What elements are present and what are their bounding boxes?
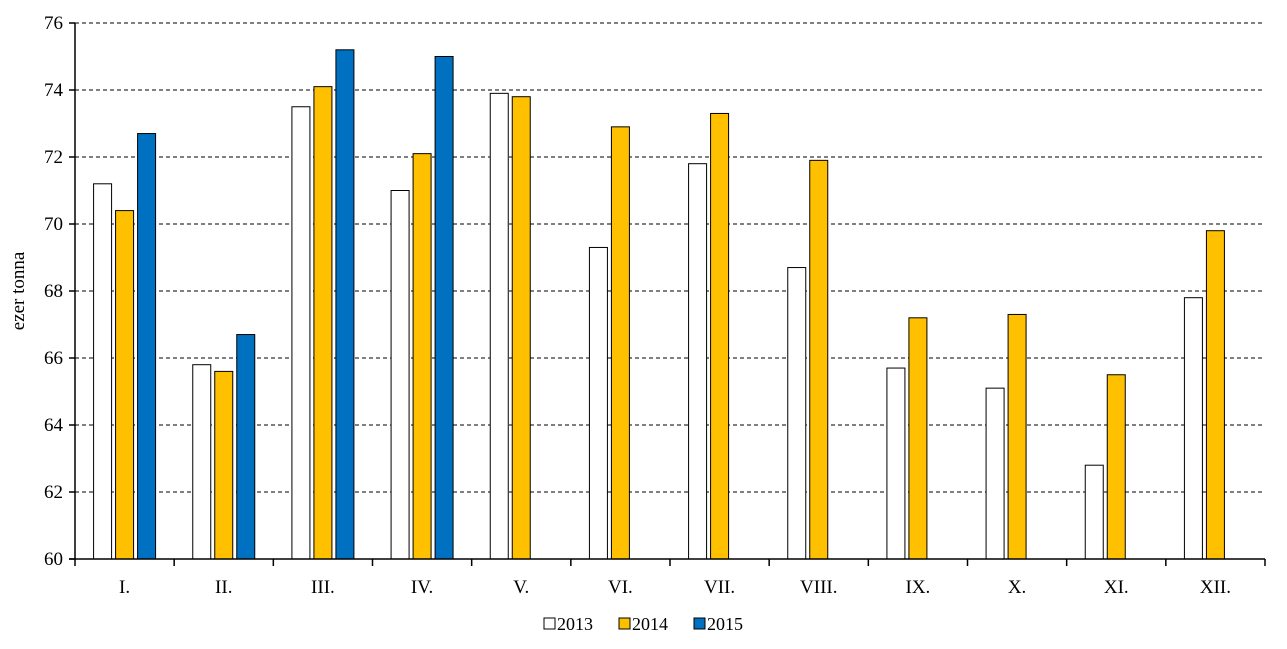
y-tick-label: 68 <box>44 281 63 302</box>
bar-2014-10 <box>1106 374 1126 560</box>
y-tick-label: 66 <box>44 348 63 369</box>
bar-2015-1 <box>236 334 256 560</box>
bar-2014-11 <box>1205 230 1225 560</box>
x-tick-label: VIII. <box>800 577 837 598</box>
legend-swatch-2015 <box>693 617 706 630</box>
y-tick-label: 62 <box>44 482 63 503</box>
legend-swatch-2013 <box>543 617 556 630</box>
x-tick-label: IX. <box>906 577 931 598</box>
bar-2013-8 <box>886 367 906 560</box>
bar-2013-7 <box>787 267 807 560</box>
x-tick-label: I. <box>119 577 130 598</box>
x-tick-label: XII. <box>1200 577 1231 598</box>
bar-2014-6 <box>710 112 730 560</box>
y-tick-label: 60 <box>44 549 63 570</box>
bar-2013-4 <box>489 92 509 560</box>
x-tick-label: VI. <box>608 577 633 598</box>
x-tick-label: XI. <box>1104 577 1129 598</box>
x-tick-labels: I. II. III. IV. V. VI. VII. VIII. IX. X. XI. XII. <box>119 577 1231 598</box>
bar-2014-2 <box>313 86 333 560</box>
bar-2015-0 <box>137 133 157 560</box>
x-tick-label: VII. <box>704 577 735 598</box>
bar-2013-5 <box>588 246 608 560</box>
y-tick-label: 70 <box>44 214 63 235</box>
axes <box>69 22 1266 566</box>
x-tick-label: III. <box>311 577 335 598</box>
bar-2013-0 <box>93 183 113 560</box>
bar-2014-3 <box>412 153 432 560</box>
bar-2013-9 <box>985 387 1005 560</box>
x-tick-label: IV. <box>411 577 433 598</box>
y-tick-label: 76 <box>44 13 63 34</box>
y-tick-label: 64 <box>44 415 64 436</box>
bar-2013-3 <box>390 190 410 560</box>
x-tick-label: V. <box>513 577 529 598</box>
legend: 2013 2014 2015 <box>543 614 743 634</box>
y-axis-title: ezer tonna <box>8 251 29 330</box>
bar-2013-1 <box>192 364 212 560</box>
bar-2013-2 <box>291 106 311 560</box>
y-tick-label: 74 <box>44 80 64 101</box>
bar-2014-7 <box>809 159 829 560</box>
bar-2014-9 <box>1007 313 1027 560</box>
bar-2013-6 <box>688 163 708 560</box>
bar-2014-5 <box>610 126 630 560</box>
x-tick-label: X. <box>1008 577 1026 598</box>
bar-2014-8 <box>908 317 928 560</box>
bar-2014-0 <box>115 210 135 560</box>
bar-2014-1 <box>214 370 234 560</box>
y-tick-labels: 60 62 64 66 68 70 72 74 76 <box>44 13 64 570</box>
bar-2013-11 <box>1183 297 1203 560</box>
bar-2015-2 <box>335 49 355 560</box>
bar-2013-10 <box>1084 464 1104 560</box>
bar-2015-3 <box>434 56 454 560</box>
bar-2014-4 <box>511 96 531 560</box>
legend-label-2015: 2015 <box>707 614 743 634</box>
x-tick-label: II. <box>215 577 232 598</box>
y-tick-label: 72 <box>44 147 63 168</box>
grid-lines <box>75 22 1265 493</box>
legend-label-2013: 2013 <box>557 614 593 634</box>
bars <box>93 49 1225 560</box>
legend-label-2014: 2014 <box>632 614 668 634</box>
legend-swatch-2014 <box>618 617 631 630</box>
